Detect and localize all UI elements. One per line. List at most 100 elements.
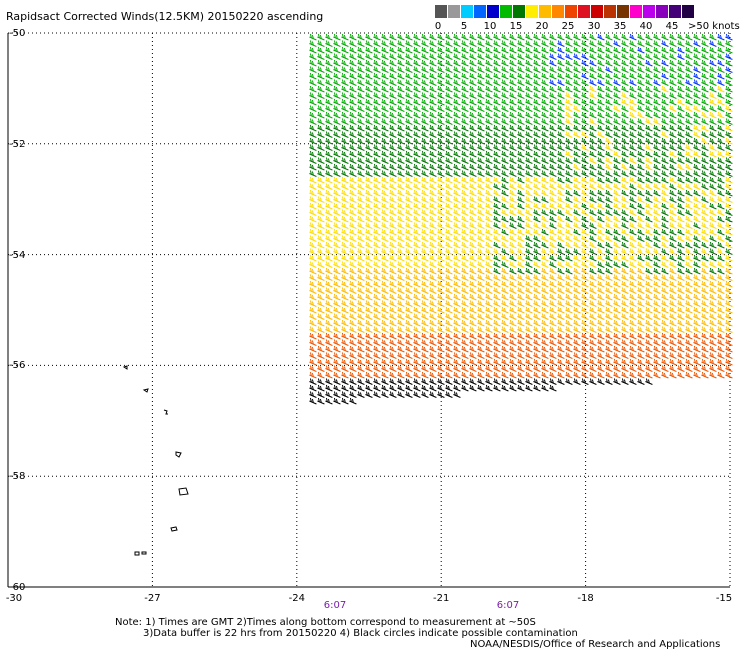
wind-barb [677, 235, 685, 242]
wind-barb [621, 92, 629, 99]
wind-barb [381, 170, 389, 177]
wind-barb [373, 124, 381, 132]
wind-barb [373, 59, 381, 67]
wind-barb [421, 33, 429, 41]
wind-barb [429, 66, 437, 73]
wind-barb [661, 98, 669, 106]
wind-barb [725, 293, 733, 301]
wind-barb [477, 79, 485, 86]
wind-barb [621, 53, 629, 60]
wind-barb [437, 124, 445, 132]
wind-barb [445, 85, 453, 93]
wind-barb [677, 189, 685, 197]
wind-barb [645, 371, 653, 379]
wind-barb [693, 79, 701, 86]
wind-barb [445, 59, 453, 67]
wind-barb [549, 157, 557, 164]
wind-barb [509, 33, 517, 41]
wind-barb [381, 46, 389, 54]
wind-barb [413, 248, 421, 255]
wind-barb [661, 358, 669, 366]
wind-barb [597, 79, 605, 86]
wind-barb [493, 196, 501, 203]
wind-barb [333, 332, 341, 340]
wind-barb [661, 261, 669, 268]
wind-barb [725, 339, 733, 346]
wind-barb [693, 332, 701, 340]
wind-barb [637, 144, 645, 151]
wind-barb [349, 189, 357, 197]
wind-barb [605, 365, 613, 372]
wind-barb [325, 319, 333, 327]
wind-barb [717, 98, 725, 106]
wind-barb [701, 137, 709, 145]
wind-barb [533, 98, 541, 106]
wind-barb [533, 66, 541, 73]
wind-barb [405, 326, 413, 333]
wind-barb [693, 339, 701, 346]
wind-barb [677, 170, 685, 177]
wind-barb [525, 209, 533, 216]
wind-barb [661, 157, 669, 164]
wind-barb [717, 326, 725, 333]
wind-barb [477, 66, 485, 73]
wind-barb [541, 241, 549, 249]
wind-barb [525, 196, 533, 203]
wind-barb [445, 209, 453, 216]
wind-barb [421, 196, 429, 203]
wind-barb [693, 157, 701, 164]
wind-barb [501, 345, 509, 353]
wind-barb [309, 241, 317, 249]
wind-barb [613, 189, 621, 197]
wind-barb [637, 98, 645, 106]
wind-barb [389, 248, 397, 255]
wind-barb [685, 163, 693, 171]
wind-barb [645, 248, 653, 255]
wind-barb [653, 352, 661, 359]
wind-barb [581, 254, 589, 262]
wind-barb [693, 313, 701, 320]
wind-barb [373, 352, 381, 359]
wind-barb [653, 98, 661, 106]
wind-barb [581, 319, 589, 327]
wind-barb [485, 378, 493, 385]
wind-barb [405, 228, 413, 236]
wind-barb [653, 183, 661, 190]
wind-barb [453, 365, 461, 372]
wind-barb [445, 170, 453, 177]
wind-barb [525, 280, 533, 288]
wind-barb [509, 384, 517, 392]
wind-barb [381, 53, 389, 60]
wind-barb [381, 332, 389, 340]
wind-barb [501, 209, 509, 216]
wind-barb [573, 352, 581, 359]
wind-barb [533, 124, 541, 132]
wind-barb [485, 150, 493, 158]
wind-barb [429, 183, 437, 190]
wind-barb [341, 46, 349, 54]
wind-barb [541, 287, 549, 294]
wind-barb [709, 118, 717, 125]
wind-barb [405, 98, 413, 106]
wind-barb [453, 183, 461, 190]
wind-barb [557, 261, 565, 268]
wind-barb [461, 46, 469, 54]
wind-barb [613, 183, 621, 190]
wind-barb [461, 157, 469, 164]
wind-barb [477, 241, 485, 249]
wind-barb [309, 391, 317, 398]
wind-barb [501, 332, 509, 340]
wind-barb [389, 267, 397, 275]
wind-barb [565, 209, 573, 216]
wind-barb [461, 53, 469, 60]
wind-barb [717, 131, 725, 138]
wind-barb [317, 46, 325, 54]
wind-barb [357, 326, 365, 333]
wind-barb [525, 157, 533, 164]
wind-barb [493, 118, 501, 125]
wind-barb [565, 319, 573, 327]
wind-barb [357, 248, 365, 255]
wind-barb [365, 118, 373, 125]
wind-barb [565, 33, 573, 41]
wind-barb [589, 371, 597, 379]
